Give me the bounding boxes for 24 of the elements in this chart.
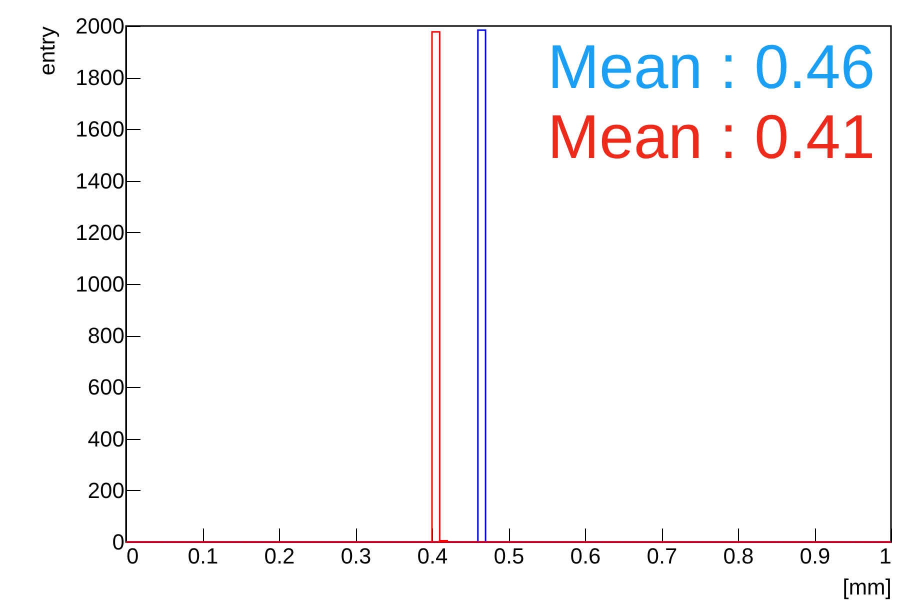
y-tick-label: 1800: [76, 65, 124, 90]
y-tick-label: 1000: [76, 272, 124, 296]
y-tick-label: 1600: [76, 116, 124, 142]
y-axis-title: entry: [34, 26, 60, 76]
y-tick-label: 200: [88, 478, 124, 503]
x-axis-title: [mm]: [842, 574, 892, 600]
x-tick-label: 0.8: [723, 544, 754, 568]
y-tick-label: 600: [88, 374, 124, 400]
y-tick-label: 2000: [76, 14, 124, 38]
annotation: Mean : 0.46: [548, 33, 875, 102]
x-tick-label: 0.3: [340, 544, 372, 568]
x-tick-label: 0.1: [188, 544, 218, 568]
x-tick-label: 0.5: [494, 544, 524, 568]
annotation: Mean : 0.41: [548, 103, 875, 172]
y-tick-label: 1400: [76, 168, 124, 194]
y-tick-label: 1200: [76, 220, 124, 245]
x-tick-label: 0.7: [646, 544, 678, 568]
x-tick-label: 0.6: [570, 544, 601, 568]
y-tick-label: 400: [88, 426, 124, 452]
x-tick-label: 0.2: [264, 544, 295, 568]
x-tick-label: 1: [879, 544, 892, 568]
x-tick-label: 0.9: [800, 544, 830, 568]
x-tick-label: 0.4: [417, 544, 448, 568]
y-tick-label: 800: [88, 323, 124, 348]
